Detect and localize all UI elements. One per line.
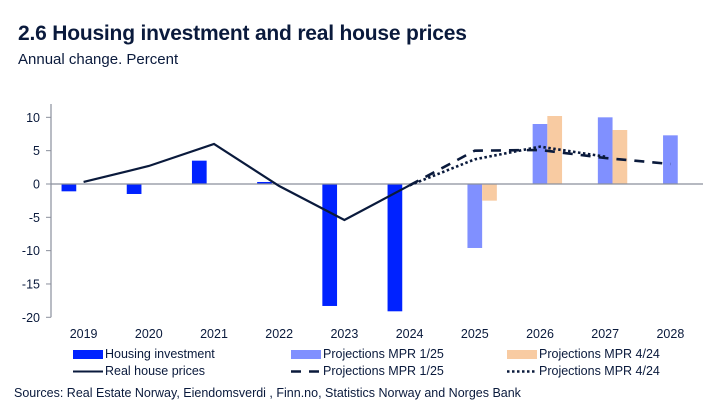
line-solid-real-house-prices (83, 142, 411, 222)
legend-item-projections-mpr-4-24-line: Projections MPR 4/24 (507, 363, 660, 379)
legend-item-projections-mpr-1-25-line: Projections MPR 1/25 (291, 363, 444, 379)
legend-label: Projections MPR 4/24 (539, 364, 660, 378)
y-tick-label: 0 (33, 177, 40, 191)
legend-swatch-dotted-line (507, 367, 537, 376)
bar-housing-investment-2022 (257, 181, 272, 184)
legend-swatch-projections-mpr-1-25-bar (291, 349, 321, 359)
x-tick-label: 2021 (200, 327, 228, 341)
x-tick-label: 2022 (265, 327, 293, 341)
legend-label: Projections MPR 1/25 (323, 364, 444, 378)
legend-label: Projections MPR 4/24 (539, 347, 660, 361)
x-tick-label: 2027 (591, 327, 619, 341)
bar-housing-investment-2020 (126, 183, 142, 194)
axis-layer (46, 104, 703, 318)
legend-swatch-dashed-line (291, 367, 321, 376)
legend-item-projections-mpr-4-24-bar: Projections MPR 4/24 (507, 346, 660, 362)
bar-housing-investment-2019 (61, 183, 77, 192)
bar-projections-mpr-1-25-2028 (663, 135, 678, 184)
legend-label: Real house prices (105, 364, 206, 378)
lines-layer (83, 142, 671, 222)
bar-projections-mpr-4-24-2025 (482, 183, 497, 201)
bar-projections-mpr-1-25-2026 (532, 124, 548, 184)
bar-projections-mpr-4-24-2027 (612, 130, 628, 184)
bars-layer (61, 116, 678, 312)
chart-plot: 10 5 0 -5 -10 -15 -20 2019 2020 2021 2022 2023 2024 2… (22, 104, 703, 341)
x-tick-label: 2025 (461, 327, 489, 341)
bar-projections-mpr-1-25-2025 (467, 183, 483, 248)
legend-swatch-solid-line (73, 367, 103, 376)
chart-title: 2.6 Housing investment and real house pr… (18, 22, 467, 45)
labels-layer: 10 5 0 -5 -10 -15 -20 2019 2020 2021 2022 2023 2024 2… (22, 111, 684, 341)
line-dotted-projections-mpr-4-24 (409, 145, 606, 187)
bar-housing-investment-2021 (191, 160, 207, 184)
legend-swatch-housing-investment (73, 349, 103, 359)
y-tick-label: 10 (26, 111, 40, 125)
bar-projections-mpr-1-25-2027 (597, 117, 613, 184)
x-tick-label: 2028 (656, 327, 684, 341)
source-note: Sources: Real Estate Norway, Eiendomsver… (14, 386, 521, 400)
y-tick-label: -15 (22, 277, 40, 291)
legend-swatch-projections-mpr-4-24-bar (507, 349, 537, 359)
x-tick-label: 2024 (396, 327, 424, 341)
y-tick-label: -10 (22, 244, 40, 258)
y-tick-label: -5 (29, 211, 40, 225)
x-tick-label: 2019 (70, 327, 98, 341)
x-tick-label: 2026 (526, 327, 554, 341)
legend-label: Projections MPR 1/25 (323, 347, 444, 361)
legend-item-projections-mpr-1-25-bar: Projections MPR 1/25 (291, 346, 444, 362)
x-tick-label: 2023 (330, 327, 358, 341)
y-tick-label: -20 (22, 311, 40, 325)
bar-housing-investment-2023 (322, 183, 338, 306)
legend-item-housing-investment: Housing investment (73, 346, 215, 362)
legend: Housing investment Projections MPR 1/25 … (0, 346, 722, 386)
chart-subtitle: Annual change. Percent (18, 51, 179, 68)
x-tick-label: 2020 (135, 327, 163, 341)
y-tick-label: 5 (33, 144, 40, 158)
legend-label: Housing investment (105, 347, 215, 361)
legend-item-real-house-prices: Real house prices (73, 363, 205, 379)
bar-housing-investment-2024 (387, 183, 403, 312)
